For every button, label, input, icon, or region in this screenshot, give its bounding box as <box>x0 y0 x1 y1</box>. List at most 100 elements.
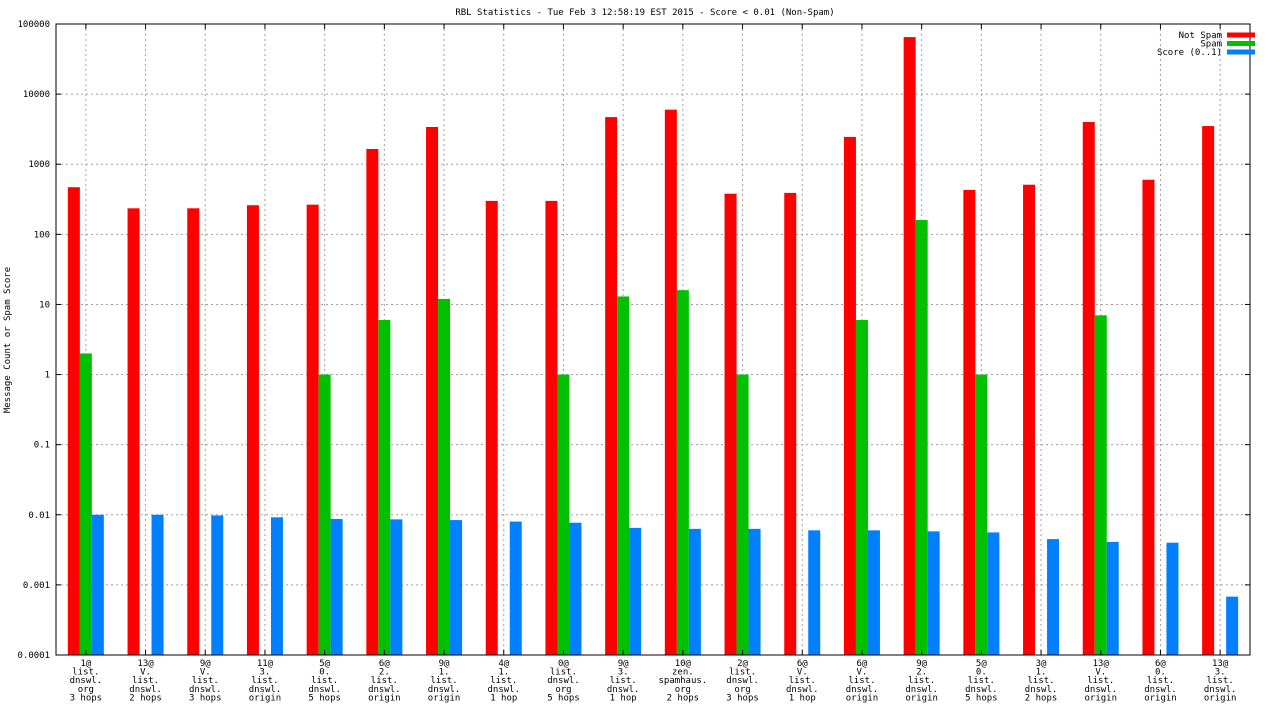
x-tick-label-line: 1 hop <box>789 693 816 703</box>
x-tick-label-line: org <box>675 685 691 695</box>
x-tick-label-line: 5 hops <box>965 693 998 703</box>
bar-score-0-1 <box>629 527 642 655</box>
y-tick-label: 0.001 <box>23 581 50 591</box>
x-tick-label-line: origin <box>905 693 938 703</box>
x-tick-label-line: dnswl. <box>428 685 461 695</box>
bar-score-0-1 <box>688 528 701 655</box>
x-tick-label-line: list. <box>311 676 338 686</box>
y-tick-label: 0.01 <box>28 511 50 521</box>
bar-not-spam <box>903 37 916 656</box>
x-tick-label-line: list. <box>1028 676 1055 686</box>
x-tick-label-line: dnswl. <box>189 685 222 695</box>
x-tick-label: 6@ 2. list. dnswl. origin <box>368 659 401 703</box>
bar-spam <box>736 374 749 655</box>
bar-score-0-1 <box>1106 541 1119 655</box>
x-tick-label-line: origin <box>1204 693 1237 703</box>
x-tick-label-line: dnswl. <box>308 685 341 695</box>
x-tick-label-line: dnswl. <box>1204 685 1237 695</box>
x-tick-label-line: dnswl. <box>70 676 103 686</box>
x-tick-label-line: V. <box>200 668 211 678</box>
bar-score-0-1 <box>509 521 522 655</box>
legend-swatch <box>1227 49 1255 55</box>
bar-spam <box>617 296 630 655</box>
bar-score-0-1 <box>1166 542 1179 655</box>
y-tick-label: 100 <box>34 230 50 240</box>
bar-not-spam <box>485 200 498 655</box>
x-tick-label-line: dnswl. <box>846 685 879 695</box>
x-tick-label-line: 13@ <box>1093 659 1110 669</box>
x-tick-label-line: list. <box>550 668 577 678</box>
x-tick-label-line: 2 hops <box>129 693 162 703</box>
x-tick-label-line: 3 hops <box>189 693 222 703</box>
x-tick-label-line: 2. <box>916 668 927 678</box>
bar-score-0-1 <box>867 530 880 655</box>
bar-spam <box>318 374 331 655</box>
bar-not-spam <box>1023 184 1036 656</box>
x-tick-label-line: 6@ <box>1155 659 1166 669</box>
bar-not-spam <box>724 193 737 655</box>
bar-score-0-1 <box>211 515 224 655</box>
x-tick-label-line: 9@ <box>916 659 927 669</box>
bar-score-0-1 <box>270 517 283 655</box>
legend-label: Score (0..1) <box>1157 48 1222 58</box>
x-tick-label-line: dnswl. <box>249 685 282 695</box>
y-axis-label: Message Count or Spam Score <box>3 267 13 413</box>
x-tick-label-line: origin <box>1144 693 1177 703</box>
bar-spam <box>438 298 451 655</box>
bar-spam <box>378 319 391 655</box>
x-tick-label-line: list. <box>789 676 816 686</box>
x-tick-label-line: 1. <box>439 668 450 678</box>
x-tick-label-line: 3. <box>260 668 271 678</box>
x-tick-label-line: 3 hops <box>70 693 103 703</box>
axes: 0.0001 0.001 0.01 0.1 1 10 100 1000 10000 100000 1… <box>17 20 1251 703</box>
x-tick-label-line: dnswl. <box>368 685 401 695</box>
x-tick-label-line: list. <box>1087 676 1114 686</box>
bar-score-0-1 <box>151 514 164 655</box>
legend-label: Spam <box>1200 40 1222 50</box>
legend-swatch <box>1227 32 1255 38</box>
bar-spam <box>855 319 868 655</box>
x-tick-label-line: V. <box>140 668 151 678</box>
x-tick-label-line: 10@ <box>675 659 692 669</box>
x-tick-label-line: list. <box>431 676 458 686</box>
x-tick-label: 13@ V. list. dnswl. origin <box>1084 659 1117 703</box>
bar-not-spam <box>366 148 379 655</box>
bar-not-spam <box>1202 126 1215 655</box>
x-tick-label-line: list. <box>1147 676 1174 686</box>
bar-not-spam <box>1142 179 1155 655</box>
bar-not-spam <box>605 117 618 655</box>
x-tick-label-line: 0@ <box>558 659 569 669</box>
x-tick-label-line: 3. <box>618 668 629 678</box>
x-tick-label-line: 0. <box>1155 668 1166 678</box>
x-tick-label-line: 2 hops <box>667 693 700 703</box>
x-tick-label-line: dnswl. <box>487 685 520 695</box>
x-tick-label-line: 1. <box>1036 668 1047 678</box>
x-tick-label-line: dnswl. <box>786 685 819 695</box>
bar-score-0-1 <box>330 519 343 655</box>
x-tick-label-line: 6@ <box>857 659 868 669</box>
x-tick-label-line: 5 hops <box>547 693 580 703</box>
x-tick-label-line: dnswl. <box>905 685 938 695</box>
bar-not-spam <box>246 205 259 656</box>
x-tick-label-line: 9@ <box>200 659 211 669</box>
bar-score-0-1 <box>808 530 821 655</box>
x-tick-label-line: org <box>734 685 750 695</box>
x-tick-label: 6@ V. list. dnswl. 1 hop <box>786 659 819 703</box>
x-tick-label-line: 0. <box>976 668 987 678</box>
bar-not-spam <box>664 109 677 656</box>
bar-score-0-1 <box>91 514 104 655</box>
bar-not-spam <box>843 136 856 655</box>
x-tick-label: 3@ 1. list. dnswl. 2 hops <box>1025 659 1058 703</box>
x-tick-label: 11@ 3. list. dnswl. origin <box>249 659 282 703</box>
bar-score-0-1 <box>1226 596 1239 655</box>
x-tick-label-line: origin <box>428 693 461 703</box>
x-tick-label-line: dnswl. <box>1144 685 1177 695</box>
bar-not-spam <box>963 189 976 655</box>
x-tick-label-line: 2@ <box>737 659 748 669</box>
x-tick-label-line: list. <box>192 676 219 686</box>
x-tick-label: 9@ 3. list. dnswl. 1 hop <box>607 659 640 703</box>
x-tick-label-line: list. <box>490 676 517 686</box>
bar-not-spam <box>1082 122 1095 656</box>
